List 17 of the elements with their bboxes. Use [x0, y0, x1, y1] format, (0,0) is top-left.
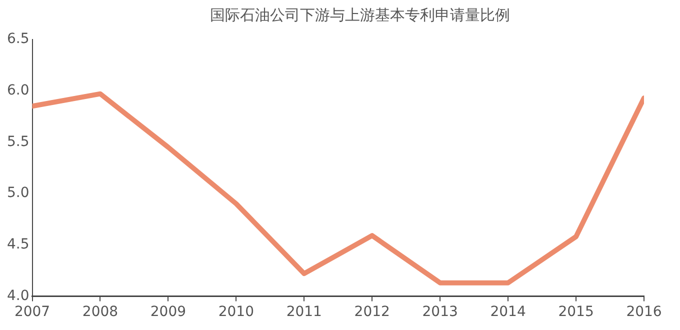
chart-title: 国际石油公司下游与上游基本专利申请量比例	[209, 5, 511, 26]
x-tick-label: 2014	[490, 304, 526, 320]
y-tick-label: 4.5	[7, 236, 30, 252]
y-tick-label: 6.5	[7, 31, 30, 48]
y-tick-label: 5.0	[7, 185, 30, 202]
x-tick-label: 2012	[354, 304, 390, 320]
x-tick-label: 2007	[14, 304, 50, 320]
x-tick-label: 2013	[422, 304, 458, 320]
x-tick-label: 2016	[626, 304, 662, 320]
y-tick-label: 5.5	[7, 134, 30, 150]
x-tick-label: 2011	[286, 304, 322, 320]
x-tick-label: 2009	[150, 304, 186, 320]
y-tick-label: 6.0	[7, 82, 30, 98]
y-tick-label: 4.0	[7, 288, 30, 304]
x-tick-label: 2010	[218, 304, 254, 320]
x-tick-label: 2008	[82, 304, 118, 320]
x-tick-label: 2015	[558, 304, 594, 320]
